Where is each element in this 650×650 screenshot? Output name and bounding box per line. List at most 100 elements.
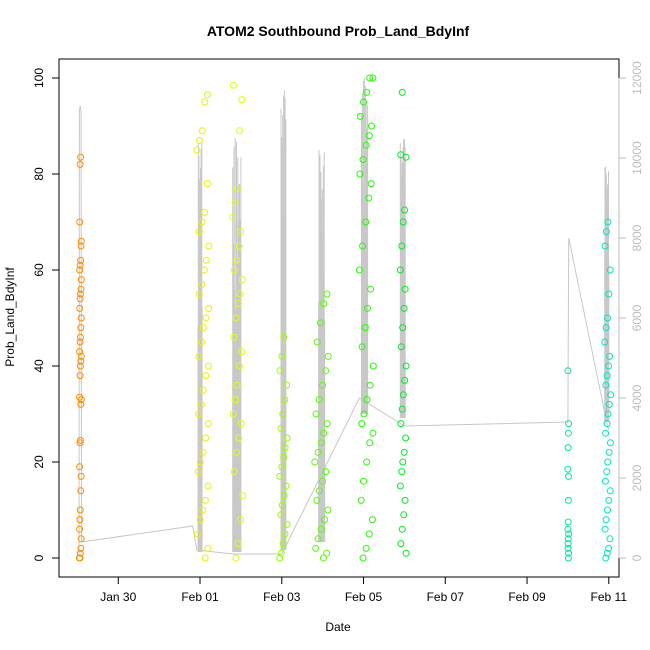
y-tick-label: 100 bbox=[32, 68, 46, 88]
data-point bbox=[319, 554, 327, 562]
y2-tick-label: 12000 bbox=[630, 61, 644, 95]
data-point bbox=[401, 206, 409, 214]
data-point bbox=[402, 434, 410, 442]
data-point bbox=[565, 549, 573, 557]
data-point bbox=[282, 482, 290, 490]
data-point bbox=[77, 314, 85, 322]
data-point bbox=[204, 482, 212, 490]
data-point bbox=[77, 237, 85, 245]
data-point bbox=[564, 429, 572, 437]
data-point bbox=[601, 242, 609, 250]
data-point bbox=[401, 376, 409, 384]
data-point bbox=[197, 400, 205, 408]
data-point bbox=[229, 213, 237, 221]
data-point bbox=[196, 458, 204, 466]
data-point bbox=[198, 338, 205, 346]
data-point bbox=[604, 314, 611, 322]
data-point bbox=[238, 348, 246, 356]
data-point bbox=[564, 525, 572, 533]
series-5 bbox=[355, 74, 377, 562]
data-point bbox=[322, 367, 330, 375]
x-tick-label: Feb 07 bbox=[427, 590, 465, 604]
data-point bbox=[315, 487, 323, 495]
data-point bbox=[283, 520, 291, 528]
data-point bbox=[276, 472, 284, 480]
data-point bbox=[564, 444, 572, 452]
data-point bbox=[199, 324, 207, 332]
data-point bbox=[312, 544, 320, 552]
data-point bbox=[400, 511, 408, 519]
chart-title: ATOM2 Southbound Prob_Land_BdyInf bbox=[207, 23, 470, 39]
x-tick-label: Feb 05 bbox=[345, 590, 383, 604]
data-point bbox=[356, 112, 364, 120]
depth-envelope-5 bbox=[399, 138, 406, 418]
y-tick-label: 40 bbox=[32, 359, 46, 373]
data-point bbox=[369, 362, 377, 370]
data-point bbox=[605, 496, 613, 504]
data-point bbox=[236, 290, 244, 298]
data-point bbox=[278, 352, 286, 360]
data-point bbox=[198, 280, 206, 288]
depth-envelope-2 bbox=[280, 90, 287, 550]
data-point bbox=[360, 98, 367, 106]
data-point bbox=[397, 420, 405, 428]
data-point bbox=[365, 132, 373, 140]
data-point bbox=[602, 429, 610, 437]
data-point bbox=[398, 242, 406, 250]
series-6 bbox=[396, 88, 410, 557]
data-point bbox=[362, 544, 370, 552]
data-point bbox=[322, 468, 330, 476]
data-point bbox=[368, 516, 376, 524]
data-point bbox=[76, 160, 84, 168]
data-point bbox=[198, 127, 206, 135]
data-point bbox=[77, 242, 85, 250]
data-point bbox=[76, 554, 84, 562]
data-point bbox=[76, 439, 84, 447]
data-point bbox=[279, 540, 287, 548]
depth-trace-line bbox=[78, 105, 610, 555]
data-point bbox=[234, 540, 242, 548]
data-point bbox=[76, 506, 84, 514]
data-point bbox=[76, 348, 84, 356]
data-point bbox=[76, 261, 84, 269]
data-point bbox=[77, 285, 85, 293]
data-point bbox=[77, 400, 85, 408]
data-point bbox=[283, 381, 291, 389]
data-point bbox=[312, 410, 320, 418]
data-point bbox=[359, 156, 367, 164]
data-point bbox=[397, 343, 405, 351]
axes-layer: Jan 30 Feb 01 Feb 03 Feb 05 Feb 07 Feb 09 Feb … bbox=[32, 58, 644, 604]
x-tick-label: Feb 11 bbox=[591, 590, 628, 604]
data-point bbox=[601, 525, 609, 533]
data-point bbox=[323, 290, 331, 298]
data-point bbox=[233, 184, 241, 192]
y2-tick-label: 0 bbox=[630, 554, 644, 561]
y-tick-label: 80 bbox=[32, 167, 46, 181]
data-point bbox=[235, 434, 243, 442]
data-point bbox=[366, 74, 374, 82]
data-point bbox=[311, 458, 319, 466]
data-point bbox=[234, 300, 242, 308]
data-point bbox=[281, 444, 289, 452]
data-point bbox=[278, 501, 286, 509]
data-point bbox=[564, 535, 572, 543]
data-point bbox=[604, 506, 611, 514]
data-point bbox=[202, 372, 210, 380]
data-point bbox=[195, 352, 203, 360]
depth-envelope-0 bbox=[197, 142, 203, 552]
data-point bbox=[280, 453, 288, 461]
data-point bbox=[230, 266, 238, 274]
data-point bbox=[280, 492, 288, 500]
y2-tick-label: 10000 bbox=[630, 141, 644, 175]
data-point bbox=[280, 333, 288, 341]
data-point bbox=[362, 141, 370, 149]
data-point bbox=[201, 554, 209, 562]
x-tick-label: Feb 09 bbox=[508, 590, 546, 604]
data-point bbox=[238, 96, 246, 104]
data-point bbox=[602, 228, 610, 236]
data-point bbox=[564, 544, 572, 552]
data-point bbox=[201, 98, 209, 106]
series-7 bbox=[564, 367, 573, 562]
data-point bbox=[602, 324, 610, 332]
